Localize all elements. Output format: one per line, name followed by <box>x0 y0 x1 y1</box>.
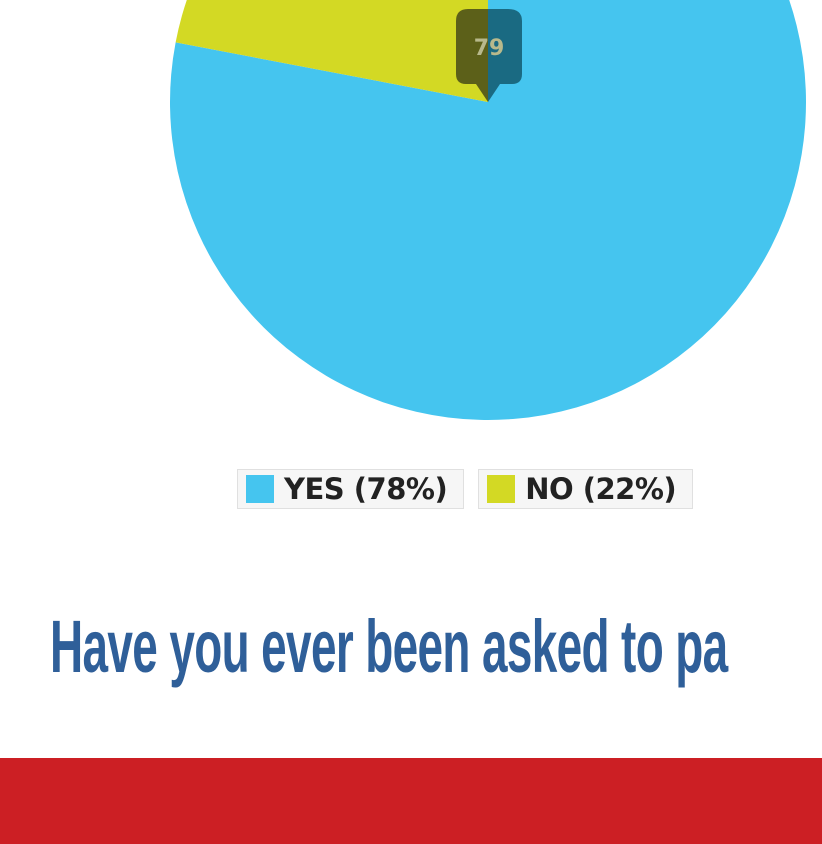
legend-item-yes[interactable]: YES (78%) <box>237 469 465 509</box>
pie-slice-yes[interactable] <box>170 0 806 420</box>
chart-legend: YES (78%) NO (22%) <box>237 469 694 509</box>
pie-chart: 79 <box>170 0 806 420</box>
tooltip-value-label: 79 <box>474 36 505 61</box>
pie-slice-no[interactable] <box>175 0 488 102</box>
legend-swatch-yes <box>246 475 274 503</box>
footer-bar <box>0 758 822 844</box>
value-tooltip: 79 <box>456 9 522 102</box>
legend-swatch-no <box>487 475 516 503</box>
question-heading: Have you ever been asked to pa <box>50 605 728 688</box>
question-clip: Have you ever been asked to pa <box>0 590 822 710</box>
legend-item-no[interactable]: NO (22%) <box>478 469 694 509</box>
legend-label-yes: YES (78%) <box>284 472 448 506</box>
tooltip-right-half <box>488 9 522 102</box>
tooltip-left-half <box>456 9 488 102</box>
legend-label-no: NO (22%) <box>525 472 677 506</box>
pie-slices <box>170 0 806 420</box>
